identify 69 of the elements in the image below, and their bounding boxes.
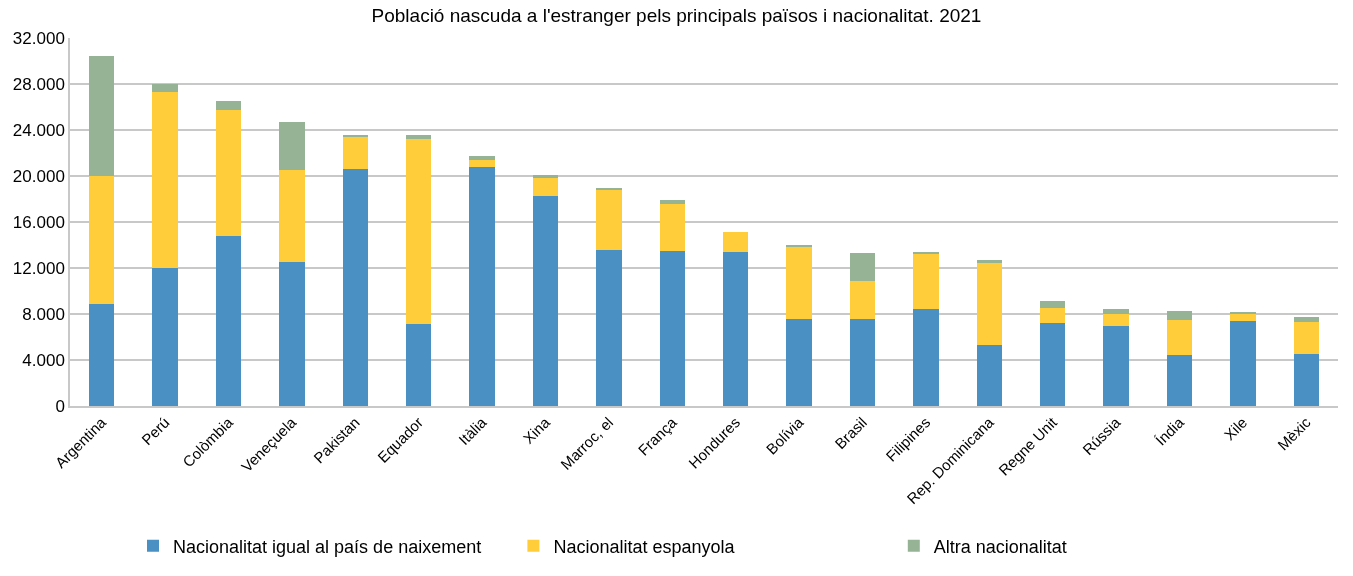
bar — [723, 251, 749, 406]
bar — [596, 187, 622, 190]
y-tick-label: 0 — [55, 396, 65, 416]
bar — [1040, 308, 1066, 324]
bar — [596, 189, 622, 250]
y-tick-label: 4.000 — [22, 350, 65, 370]
bar — [786, 245, 812, 248]
chart-title: Població nascuda a l'estranger pels principals països i nacionalitat. 2021 — [371, 4, 982, 26]
bar — [406, 324, 432, 406]
y-tick-label: 20.000 — [12, 166, 65, 186]
bar — [786, 318, 812, 406]
bar — [342, 136, 368, 170]
bar — [723, 232, 749, 252]
bar — [406, 139, 432, 325]
bar — [152, 92, 178, 268]
bar — [532, 178, 559, 196]
bar — [342, 169, 368, 406]
bar — [279, 121, 305, 171]
bar — [89, 56, 115, 176]
bar — [849, 280, 876, 319]
y-tick-label: 16.000 — [12, 212, 65, 232]
bar — [913, 251, 939, 254]
bar — [1103, 309, 1129, 314]
bar — [279, 262, 305, 406]
y-tick-label: 24.000 — [12, 120, 65, 140]
bar — [976, 345, 1002, 406]
bar — [1166, 319, 1193, 356]
bar — [659, 203, 685, 251]
bar — [469, 156, 495, 160]
bar — [786, 247, 812, 319]
legend-label: Nacionalitat espanyola — [553, 536, 736, 557]
bar — [469, 159, 495, 167]
bar — [1040, 301, 1066, 309]
bar — [1103, 314, 1129, 326]
x-tick-label: Xina — [519, 413, 554, 447]
bar — [1103, 325, 1129, 406]
x-tick-label: Xile — [1220, 413, 1251, 444]
bar — [596, 249, 622, 406]
bar — [152, 268, 178, 406]
bar — [659, 200, 685, 204]
legend-label: Altra nacionalitat — [933, 536, 1067, 557]
bar — [849, 253, 876, 281]
bar — [152, 84, 178, 93]
bar — [659, 250, 685, 406]
bar — [469, 166, 495, 406]
bar — [1230, 320, 1256, 406]
bar — [1293, 322, 1319, 355]
bar — [1293, 317, 1319, 323]
bar — [913, 309, 939, 406]
bar — [89, 303, 115, 406]
bar — [279, 170, 305, 263]
bar — [849, 318, 876, 406]
bar — [1166, 310, 1193, 320]
y-tick-label: 32.000 — [12, 28, 65, 48]
legend-label: Nacionalitat igual al país de naixement — [173, 536, 482, 557]
bar — [215, 110, 242, 236]
y-tick-label: 8.000 — [22, 304, 65, 324]
bar — [1293, 354, 1319, 406]
bar — [215, 101, 242, 111]
y-tick-label: 12.000 — [12, 258, 65, 278]
bar — [913, 253, 939, 310]
bar — [89, 176, 115, 304]
bar — [1230, 314, 1256, 321]
bar — [215, 235, 242, 406]
bar — [1166, 355, 1193, 406]
bar — [976, 263, 1002, 346]
bar — [532, 195, 559, 406]
bar — [1040, 323, 1066, 406]
y-tick-label: 28.000 — [12, 74, 65, 94]
